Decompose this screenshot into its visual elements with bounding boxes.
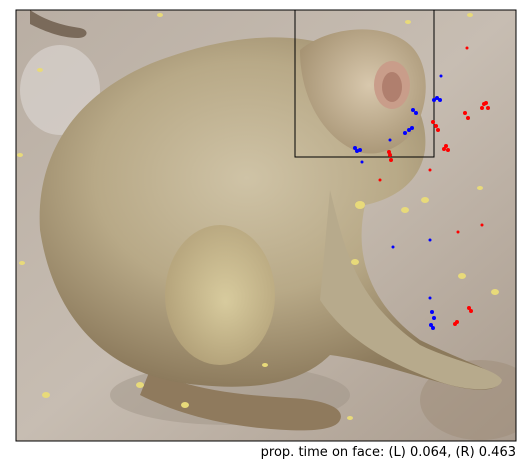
axes-frame (15, 9, 517, 442)
left-gaze-points (353, 74, 443, 330)
face-time-caption: prop. time on face: (L) 0.064, (R) 0.463 (260, 445, 516, 460)
right-gaze-points (378, 46, 490, 326)
monkey-photo (16, 10, 516, 441)
